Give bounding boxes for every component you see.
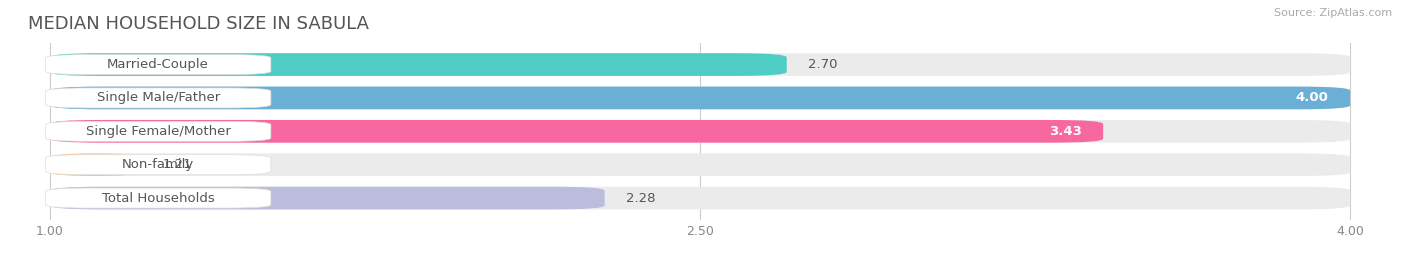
Text: 1.21: 1.21 xyxy=(163,158,193,171)
FancyBboxPatch shape xyxy=(45,155,271,175)
FancyBboxPatch shape xyxy=(49,87,1350,109)
Text: MEDIAN HOUSEHOLD SIZE IN SABULA: MEDIAN HOUSEHOLD SIZE IN SABULA xyxy=(28,15,370,33)
FancyBboxPatch shape xyxy=(49,153,1350,176)
Text: Total Households: Total Households xyxy=(101,192,215,204)
FancyBboxPatch shape xyxy=(49,120,1350,143)
FancyBboxPatch shape xyxy=(49,153,141,176)
Text: 2.70: 2.70 xyxy=(808,58,838,71)
FancyBboxPatch shape xyxy=(45,188,271,208)
Text: 2.28: 2.28 xyxy=(626,192,655,204)
FancyBboxPatch shape xyxy=(49,53,1350,76)
Text: Married-Couple: Married-Couple xyxy=(107,58,209,71)
Text: 4.00: 4.00 xyxy=(1296,91,1329,105)
Text: Single Female/Mother: Single Female/Mother xyxy=(86,125,231,138)
FancyBboxPatch shape xyxy=(49,53,787,76)
FancyBboxPatch shape xyxy=(49,187,605,209)
Text: Non-family: Non-family xyxy=(122,158,194,171)
Text: Single Male/Father: Single Male/Father xyxy=(97,91,219,105)
FancyBboxPatch shape xyxy=(49,187,1350,209)
FancyBboxPatch shape xyxy=(45,55,271,75)
Text: Source: ZipAtlas.com: Source: ZipAtlas.com xyxy=(1274,8,1392,18)
FancyBboxPatch shape xyxy=(49,87,1350,109)
Text: 3.43: 3.43 xyxy=(1049,125,1081,138)
FancyBboxPatch shape xyxy=(45,88,271,108)
FancyBboxPatch shape xyxy=(45,121,271,141)
FancyBboxPatch shape xyxy=(49,120,1104,143)
